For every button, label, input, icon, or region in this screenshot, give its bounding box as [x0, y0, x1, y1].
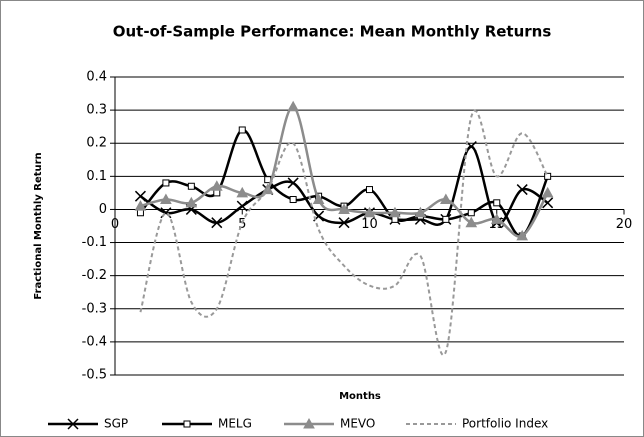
marker	[442, 215, 450, 223]
marker	[338, 203, 350, 214]
marker	[236, 200, 248, 212]
marker	[414, 206, 427, 218]
marker	[493, 199, 501, 207]
y-tick-label: -0.1	[82, 235, 107, 250]
legend-marker	[183, 420, 191, 428]
marker	[287, 100, 299, 112]
chart-title: Out-of-Sample Performance: Mean Monthly …	[113, 23, 552, 41]
y-tick-label: 0.1	[86, 169, 107, 184]
marker	[213, 189, 221, 197]
marker	[289, 196, 297, 204]
marker	[287, 177, 299, 189]
legend-label: Portfolio Index	[462, 417, 548, 431]
marker	[516, 184, 528, 196]
legend-marker	[67, 418, 79, 430]
marker	[516, 229, 529, 241]
marker	[389, 206, 401, 218]
y-axis-title: Fractional Monthly Return	[33, 152, 44, 299]
marker	[187, 182, 195, 190]
x-tick-label: 10	[361, 217, 378, 232]
y-tick-label: 0.4	[86, 70, 107, 85]
marker	[465, 216, 478, 228]
y-tick-label: 0.2	[86, 136, 107, 151]
marker	[490, 213, 503, 224]
y-tick-label: -0.3	[82, 301, 107, 316]
marker	[211, 217, 223, 229]
x-tick-label: 5	[238, 217, 246, 232]
marker	[236, 186, 249, 198]
legend-label: SGP	[104, 417, 128, 431]
y-tick-label: -0.4	[82, 334, 107, 349]
x-tick-label: 0	[111, 217, 119, 232]
marker	[363, 206, 376, 218]
marker	[541, 186, 554, 198]
legend-label: MEVO	[340, 417, 375, 431]
y-tick-label: -0.5	[82, 368, 107, 383]
marker	[312, 193, 325, 205]
marker	[136, 209, 144, 217]
y-tick-label: -0.2	[82, 268, 107, 283]
series-line	[139, 109, 549, 356]
marker	[210, 180, 223, 191]
series-line	[139, 145, 549, 226]
series-line	[140, 105, 549, 238]
marker	[134, 190, 146, 202]
marker	[467, 209, 475, 217]
marker	[160, 193, 172, 205]
marker	[391, 215, 399, 223]
x-tick-label: 20	[616, 217, 633, 232]
marker	[238, 126, 246, 134]
marker	[366, 186, 373, 194]
y-tick-label: 0	[99, 202, 107, 217]
marker	[162, 179, 170, 187]
marker	[185, 196, 198, 208]
x-axis-title: Months	[339, 391, 381, 402]
marker	[338, 217, 350, 229]
legend-marker	[303, 417, 315, 429]
marker	[544, 172, 552, 180]
marker	[134, 200, 147, 211]
y-tick-label: 0.3	[86, 103, 107, 118]
legend-label: MELG	[218, 417, 252, 431]
marker	[440, 193, 452, 205]
